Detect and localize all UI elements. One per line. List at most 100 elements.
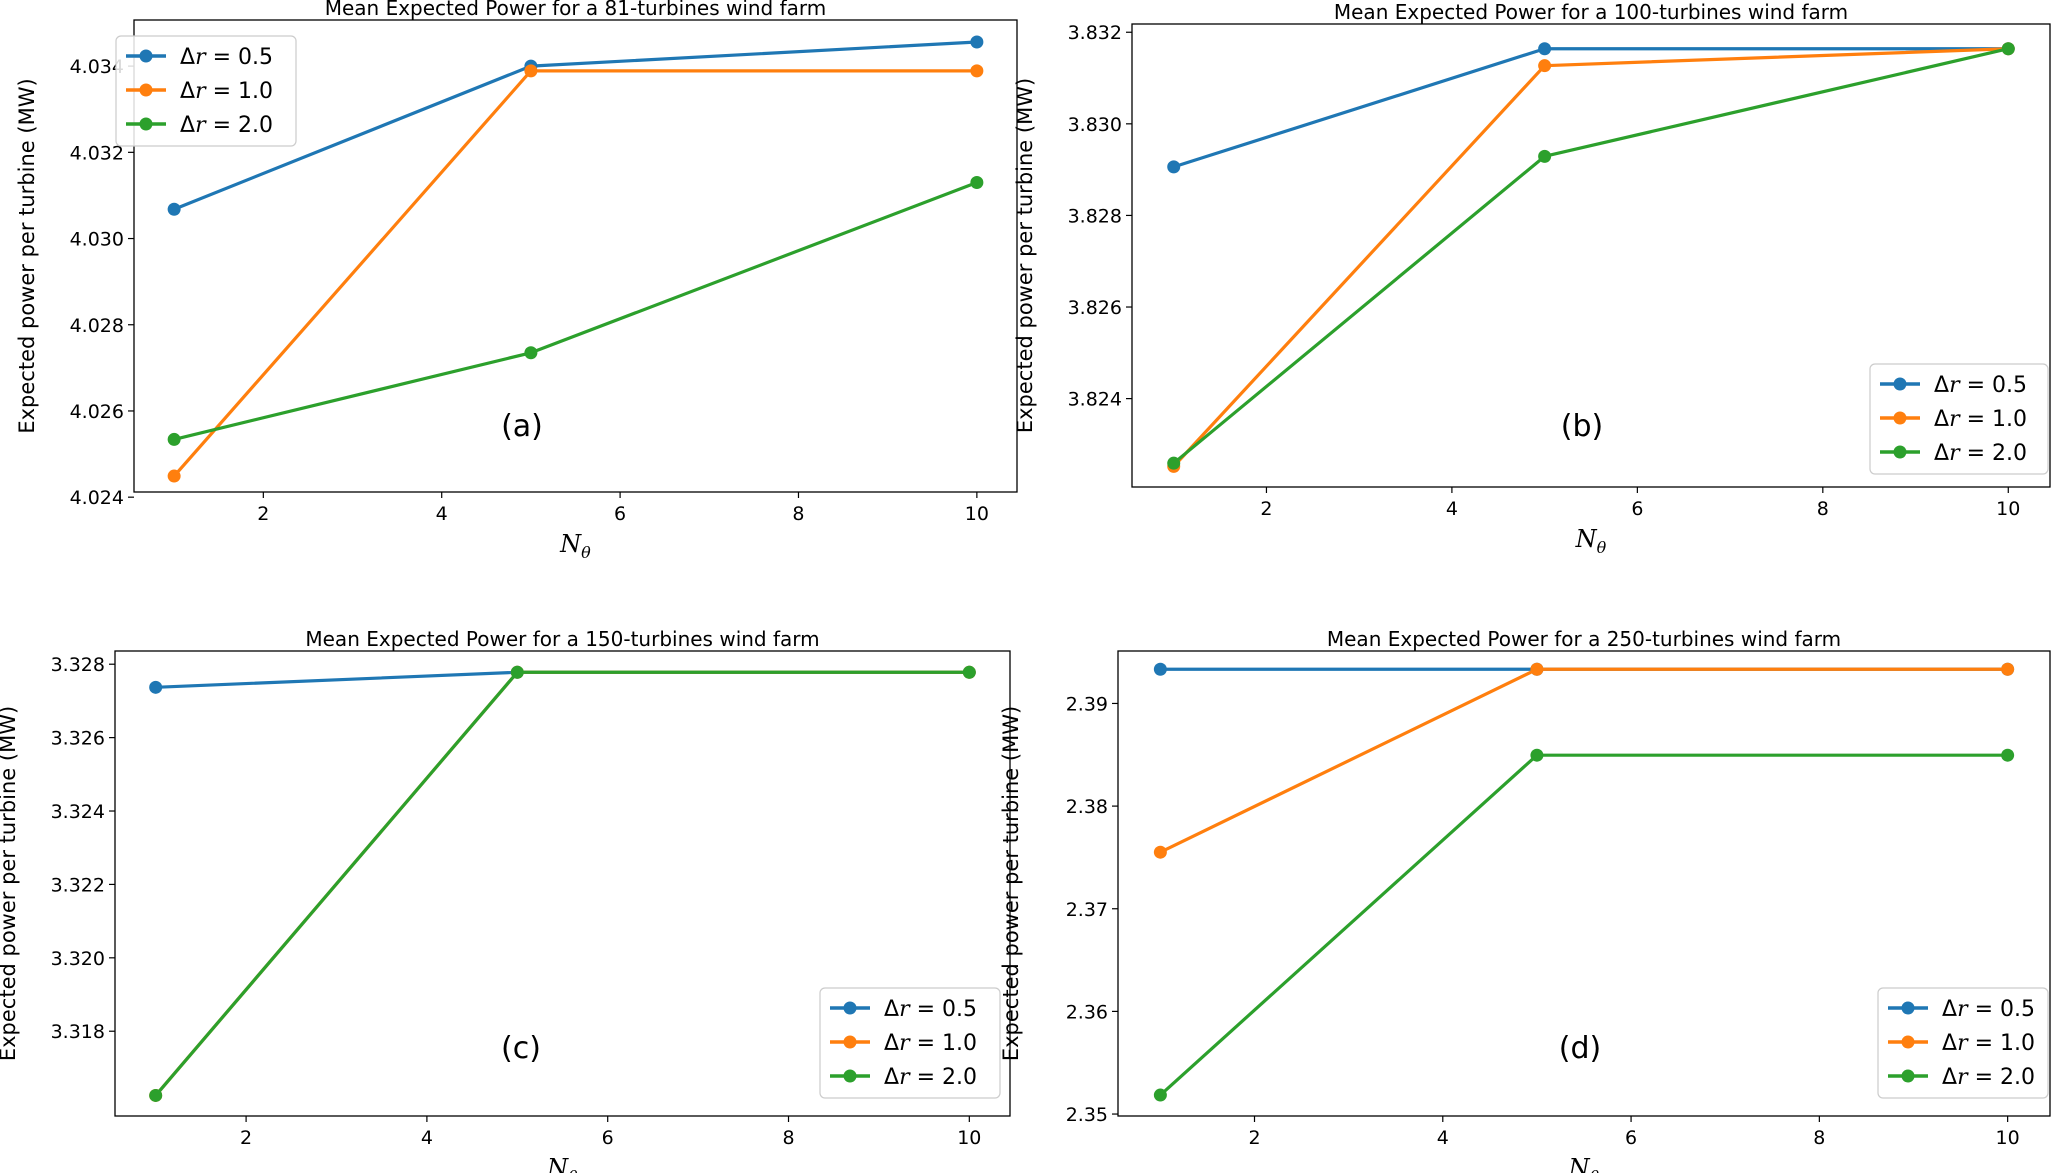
- data-point: [2001, 662, 2015, 676]
- y-tick-label: 3.326: [51, 728, 105, 750]
- plot-frame: [1117, 650, 2051, 1117]
- legend-label-delta: Δ: [884, 1031, 899, 1056]
- legend: Δr = 0.5Δr = 1.0Δr = 2.0: [115, 35, 297, 147]
- x-tick-label: 10: [957, 1127, 981, 1149]
- data-point: [1167, 456, 1181, 470]
- x-tick-label: 4: [436, 503, 448, 525]
- legend-label-value: = 1.0: [1968, 1031, 2035, 1056]
- panel-annotation: (d): [1559, 1031, 1601, 1066]
- x-axis-label-main: N: [546, 1154, 569, 1173]
- legend-label-value: = 2.0: [910, 1065, 977, 1090]
- legend-label-var: r: [1957, 1065, 1969, 1090]
- data-point: [2001, 748, 2015, 762]
- legend-label-var: r: [1949, 373, 1961, 398]
- x-tick-label: 2: [257, 503, 269, 525]
- legend-label-value: = 1.0: [1960, 407, 2027, 432]
- data-point: [149, 680, 163, 694]
- x-axis-label-subscript: θ: [1590, 1167, 1600, 1173]
- panel-annotation: (a): [501, 409, 543, 444]
- data-point: [149, 1088, 163, 1102]
- legend: Δr = 0.5Δr = 1.0Δr = 2.0: [1877, 987, 2049, 1099]
- plot-frame: [1131, 23, 2051, 488]
- series-line-1: [1159, 667, 2008, 854]
- legend-label-delta: Δ: [1942, 997, 1957, 1022]
- y-tick-label: 3.826: [1068, 297, 1122, 319]
- data-point: [1530, 662, 1544, 676]
- legend-label: Δr = 1.0: [1934, 407, 2027, 432]
- y-tick-label: 3.328: [51, 654, 105, 676]
- legend-swatch-marker: [1893, 411, 1907, 425]
- data-point: [1538, 59, 1552, 73]
- x-axis-label-main: N: [559, 530, 582, 558]
- y-tick-label: 4.024: [70, 487, 124, 509]
- data-point: [524, 346, 538, 360]
- data-point: [1167, 160, 1181, 174]
- x-axis-label: Nθ: [546, 1154, 578, 1173]
- legend-label: Δr = 0.5: [180, 45, 273, 70]
- legend-label-delta: Δ: [1942, 1065, 1957, 1090]
- x-axis-label: Nθ: [1575, 525, 1607, 557]
- legend-label-delta: Δ: [180, 113, 195, 138]
- legend-label-delta: Δ: [884, 1065, 899, 1090]
- legend-label: Δr = 1.0: [1942, 1031, 2035, 1056]
- legend-swatch-marker: [843, 1001, 857, 1015]
- legend-frame: [819, 987, 1001, 1099]
- data-point: [510, 665, 524, 679]
- x-tick-label: 2: [1260, 498, 1272, 520]
- y-tick-label: 4.032: [70, 142, 124, 164]
- legend-label-value: = 0.5: [910, 997, 977, 1022]
- x-tick-label: 2: [240, 1127, 252, 1149]
- x-tick-label: 8: [1813, 1127, 1825, 1149]
- y-tick-label: 3.830: [1068, 114, 1122, 136]
- legend-label-var: r: [1949, 407, 1961, 432]
- legend-swatch-marker: [1893, 377, 1907, 391]
- legend-label: Δr = 0.5: [1934, 373, 2027, 398]
- y-tick-label: 2.37: [1066, 899, 1108, 921]
- legend-label-value: = 0.5: [1968, 997, 2035, 1022]
- legend: Δr = 0.5 Δr = 1.0 Δr = 2.0: [819, 987, 1001, 1099]
- y-tick-label: 2.36: [1066, 1001, 1108, 1023]
- legend-swatch-marker: [1901, 1001, 1915, 1015]
- data-point: [1538, 149, 1552, 163]
- y-axis-label: Expected power per turbine (MW): [999, 706, 1023, 1061]
- y-tick-label: 3.322: [51, 874, 105, 896]
- legend-swatch-marker: [843, 1035, 857, 1049]
- legend-label: Δr = 0.5: [1942, 997, 2035, 1022]
- legend-label-value: = 1.0: [206, 79, 273, 104]
- plot-frame: [114, 650, 1011, 1117]
- y-tick-label: 4.034: [70, 56, 124, 78]
- x-tick-label: 10: [1996, 1127, 2020, 1149]
- series-line-0: [155, 670, 970, 689]
- y-tick-label: 2.35: [1066, 1104, 1108, 1126]
- legend-swatch-marker: [139, 117, 153, 131]
- legend-label-value: = 2.0: [1960, 441, 2027, 466]
- x-tick-label: 6: [602, 1127, 614, 1149]
- legend-label-var: r: [899, 1065, 911, 1090]
- y-axis-label: Expected power per turbine (MW): [15, 78, 39, 433]
- y-tick-label: 3.320: [51, 948, 105, 970]
- legend-label: Δr = 2.0: [884, 1065, 977, 1090]
- x-tick-label: 8: [1817, 498, 1829, 520]
- data-point: [1153, 1088, 1167, 1102]
- legend-label: Δr = 2.0: [1942, 1065, 2035, 1090]
- y-tick-label: 3.824: [1068, 389, 1122, 411]
- legend-frame: [1877, 987, 2049, 1099]
- y-tick-label: 4.026: [70, 401, 124, 423]
- y-tick-label: 2.38: [1066, 796, 1108, 818]
- panel-annotation: (c): [501, 1031, 541, 1066]
- chart-panel-b: Mean Expected Power for a 100-turbines w…: [1013, 0, 2051, 557]
- legend-label-value: = 1.0: [910, 1031, 977, 1056]
- data-point: [970, 35, 984, 49]
- chart-panel-c: Mean Expected Power for a 150-turbines w…: [0, 627, 1011, 1173]
- x-axis-label-subscript: θ: [568, 1167, 578, 1173]
- legend-label: Δr = 1.0: [884, 1031, 977, 1056]
- y-tick-label: 2.39: [1066, 693, 1108, 715]
- legend: Δr = 0.5Δr = 1.0Δr = 2.0: [1869, 363, 2049, 475]
- data-point: [1153, 662, 1167, 676]
- chart-panel-a: Mean Expected Power for a 81-turbines wi…: [15, 0, 1018, 562]
- x-axis-label-subscript: θ: [1597, 538, 1607, 557]
- legend-label-var: r: [1949, 441, 1961, 466]
- plot-frame: [133, 19, 1018, 493]
- data-point: [524, 64, 538, 78]
